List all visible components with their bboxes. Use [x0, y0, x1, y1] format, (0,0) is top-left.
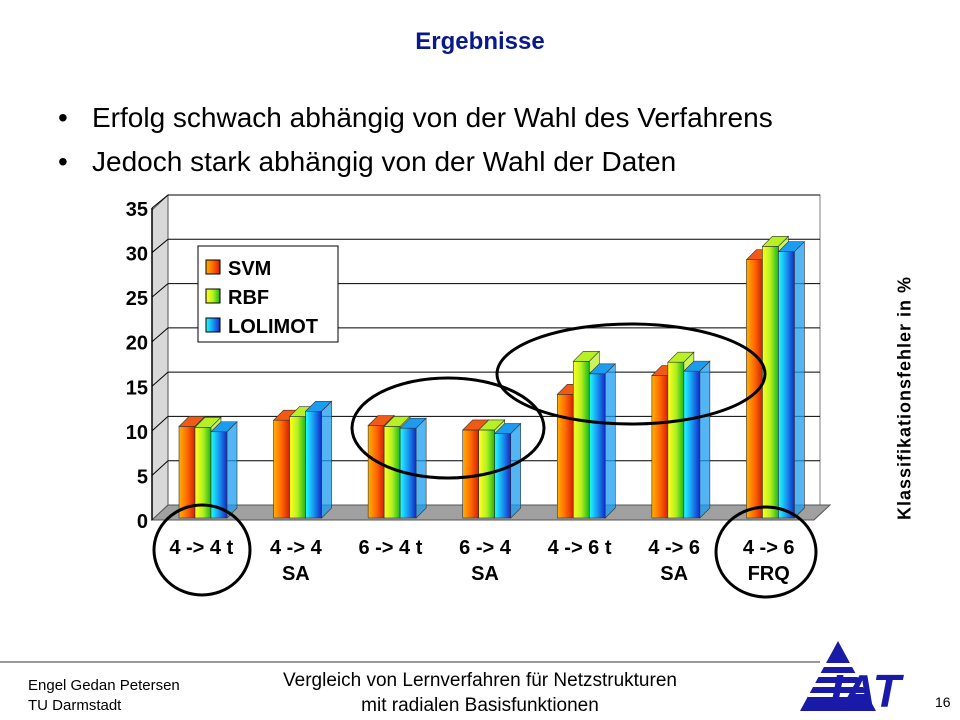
gridline-side	[151, 283, 169, 298]
y-tick-label: 0	[137, 511, 148, 533]
bullet-text-2: Jedoch stark abhängig von der Wahl der D…	[92, 146, 677, 177]
footer-divider	[0, 661, 820, 663]
bar-front	[651, 375, 669, 519]
x-tick-label: 6 -> 4	[459, 537, 512, 559]
legend-label: RBF	[228, 287, 269, 309]
bar-side	[510, 422, 522, 519]
gridline-side	[151, 416, 169, 432]
y-tick-label: 25	[126, 288, 148, 310]
bar-side	[226, 421, 238, 519]
legend-swatch	[205, 259, 221, 275]
x-tick-label: 4 -> 4 t	[169, 537, 233, 559]
bar-side	[415, 417, 427, 519]
y-tick-label: 15	[126, 377, 148, 399]
footer-title: Vergleich von Lernverfahren für Netzstru…	[240, 668, 720, 718]
legend-box	[197, 245, 339, 343]
bar-front	[556, 394, 574, 519]
y-tick-label: 20	[126, 333, 148, 355]
y-tick-label: 35	[126, 199, 148, 221]
x-tick-label: 4 -> 6	[743, 537, 795, 559]
footer-authors: Engel Gedan Petersen TU Darmstadt	[28, 676, 180, 716]
x-tick-label: 4 -> 4	[270, 537, 323, 559]
gridline-side	[151, 194, 169, 209]
y-tick-label: 10	[126, 422, 148, 444]
x-tick-sublabel: FRQ	[748, 563, 790, 585]
plot-side-wall	[151, 193, 169, 522]
legend-label: LOLIMOT	[228, 316, 318, 338]
bar-front	[588, 373, 606, 519]
annotation-circle	[350, 376, 546, 480]
bar-front	[289, 416, 306, 519]
bar-front	[305, 410, 322, 519]
bar-front	[572, 361, 590, 519]
bar-front	[367, 425, 385, 519]
legend-label: SVM	[228, 258, 271, 280]
x-tick-sublabel: SA	[660, 563, 688, 585]
bullet-symbol: •	[58, 146, 68, 177]
gridline-side	[151, 371, 169, 387]
x-tick-sublabel: SA	[282, 563, 310, 585]
bar-front	[778, 251, 795, 519]
bar-side	[699, 360, 711, 519]
legend-swatch	[205, 288, 221, 304]
footer-title-line2: mit radialen Basisfunktionen	[361, 695, 599, 716]
footer-title-line1: Vergleich von Lernverfahren für Netzstru…	[283, 670, 677, 691]
gridline-side	[151, 238, 169, 253]
x-tick-label: 4 -> 6 t	[548, 537, 612, 559]
annotation-circle	[714, 505, 818, 599]
bullet-item: • Jedoch stark abhängig von der Wahl der …	[58, 140, 773, 184]
x-tick-label: 6 -> 4 t	[358, 537, 422, 559]
bar-front	[667, 361, 685, 519]
bar-front	[683, 370, 701, 519]
iat-logo: IAT	[800, 641, 905, 717]
x-tick-sublabel: SA	[471, 563, 499, 585]
x-tick-label: 4 -> 6	[648, 537, 700, 559]
slide-title: Ergebnisse	[415, 28, 545, 55]
bar-front	[494, 433, 512, 519]
institution-text: TU Darmstadt	[28, 697, 122, 714]
annotation-circle	[152, 503, 252, 597]
bullet-text-1: Erfolg schwach abhängig von der Wahl des…	[92, 102, 773, 133]
bullet-symbol: •	[58, 102, 68, 133]
bar-side	[321, 400, 332, 519]
bar-front	[178, 426, 196, 519]
gridline-side	[151, 327, 169, 343]
bullet-item: • Erfolg schwach abhängig von der Wahl de…	[58, 96, 773, 140]
y-axis-label: Klassifikationsfehler in %	[894, 275, 915, 521]
y-tick-label: 5	[137, 466, 148, 488]
bar-front	[273, 419, 290, 519]
page-number: 16	[935, 694, 951, 710]
bar-side	[794, 240, 805, 519]
bar-side	[604, 363, 616, 519]
bullet-list: • Erfolg schwach abhängig von der Wahl de…	[58, 96, 773, 184]
annotation-circle	[495, 322, 767, 426]
y-tick-label: 30	[126, 244, 148, 266]
authors-text: Engel Gedan Petersen	[28, 677, 180, 694]
logo-text: IAT	[830, 665, 905, 717]
gridline-side	[151, 460, 169, 476]
legend-swatch	[205, 317, 221, 333]
bar-front	[462, 429, 480, 519]
